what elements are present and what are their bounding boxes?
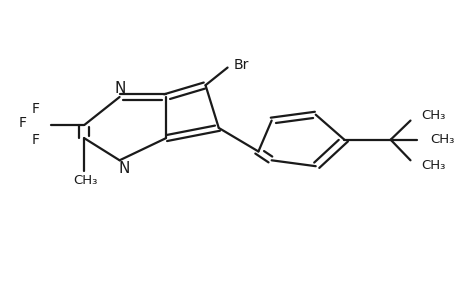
Text: CH₃: CH₃ [73,173,98,187]
Text: CH₃: CH₃ [420,159,445,172]
Text: F: F [32,102,40,116]
Text: F: F [18,116,27,130]
Text: CH₃: CH₃ [429,133,453,146]
Text: N: N [115,81,126,96]
Text: F: F [32,133,40,147]
Text: Br: Br [234,58,249,72]
Text: N: N [118,161,129,176]
Text: CH₃: CH₃ [420,109,445,122]
